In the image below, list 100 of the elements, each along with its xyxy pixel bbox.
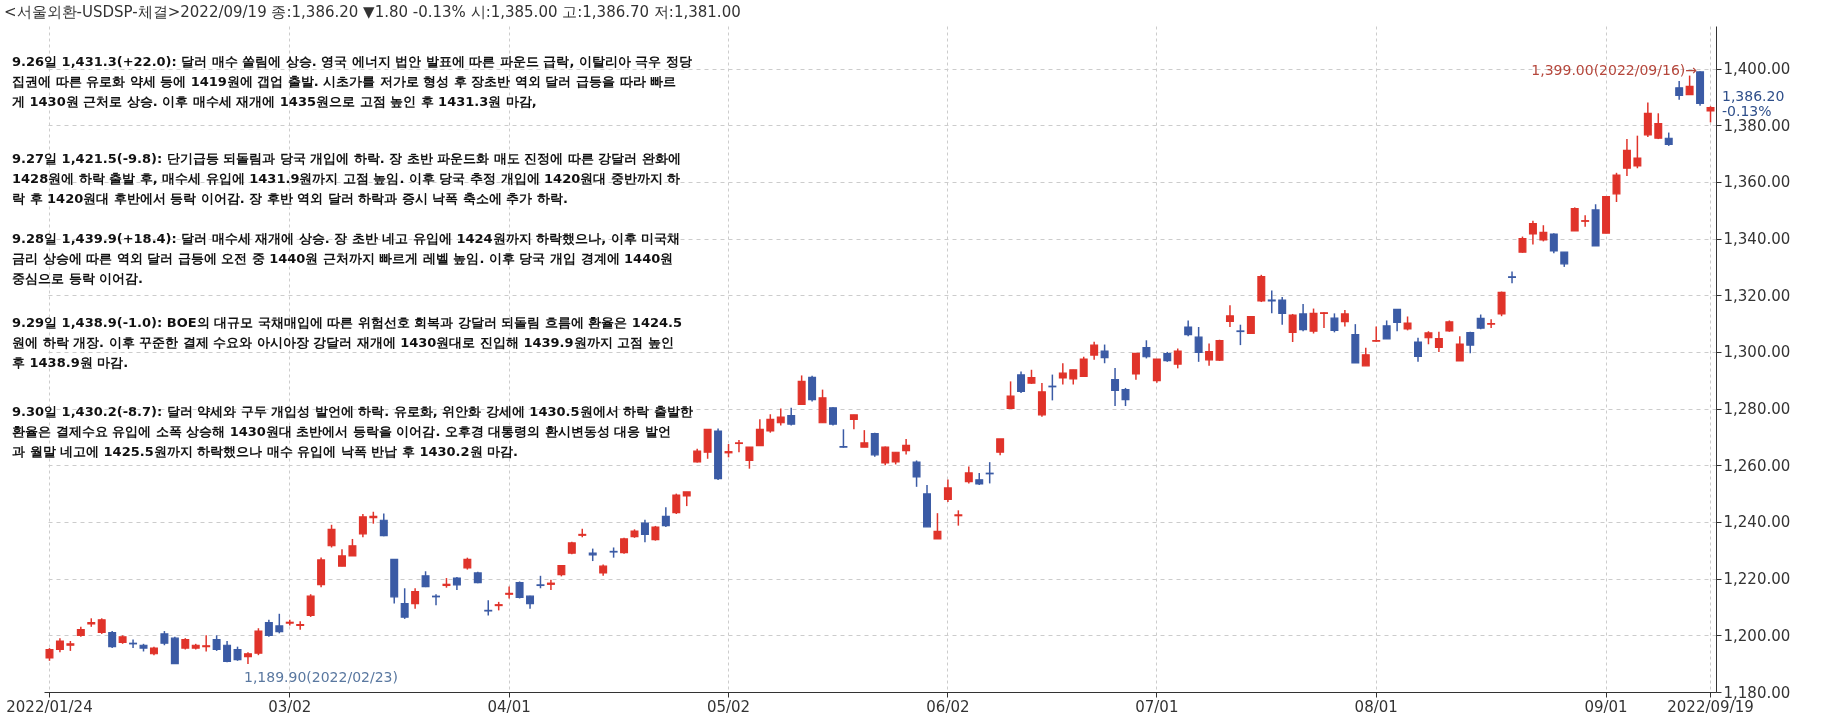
candlestick bbox=[1267, 289, 1276, 315]
candlestick bbox=[1121, 387, 1130, 407]
x-tick-label: 03/02 bbox=[268, 697, 312, 716]
candlestick bbox=[306, 593, 315, 618]
y-tick-label: 1,340.00 bbox=[1723, 230, 1791, 249]
candlestick bbox=[400, 587, 409, 620]
y-tick-label: 1,200.00 bbox=[1723, 626, 1791, 645]
candlestick bbox=[505, 585, 514, 600]
candlestick bbox=[1675, 80, 1684, 101]
annotation: 1,399.00(2022/09/16)→ bbox=[1531, 62, 1698, 78]
candlestick bbox=[828, 406, 837, 427]
candlestick bbox=[1382, 319, 1391, 340]
annotation: 9.29일 1,438.9(-1.0): BOE의 대규모 국채매입에 따른 위험선호 회복과 강달러 되돌림 흐름에 환율은 1424.5 원에 하락 개장. 이후 꾸준한 결제 수요와 아시아장 강달러 재개에 1430원대로 진입해 1439.9원까지 고점 높인 후 1438.9원 마감. bbox=[12, 315, 683, 370]
candlestick bbox=[1017, 370, 1026, 394]
candlestick bbox=[1278, 296, 1287, 326]
candlestick bbox=[1570, 206, 1579, 232]
candlestick bbox=[1173, 347, 1182, 370]
chart-title: <서울외환-USDSP-체결>2022/09/19 종:1,386.20 ▼1.80 -0.13% 시:1,385.00 고:1,386.70 저:1,381.00 bbox=[4, 3, 741, 21]
candlestick bbox=[1131, 352, 1140, 381]
candlestick bbox=[1487, 318, 1496, 329]
candlestick bbox=[1236, 323, 1245, 346]
candlestick bbox=[1142, 339, 1151, 360]
y-tick-label: 1,380.00 bbox=[1723, 116, 1791, 135]
candlestick bbox=[1581, 214, 1590, 228]
candlestick bbox=[1090, 340, 1099, 361]
candlestick bbox=[1508, 270, 1517, 285]
x-tick-label: 07/01 bbox=[1135, 697, 1179, 716]
candlestick bbox=[1330, 312, 1339, 334]
x-tick-label: 06/02 bbox=[926, 697, 970, 716]
candlestick bbox=[912, 459, 921, 488]
candlestick bbox=[1111, 367, 1120, 407]
candlestick bbox=[808, 374, 817, 403]
candlestick bbox=[1079, 355, 1088, 378]
candlestick bbox=[703, 428, 712, 460]
candlestick bbox=[1393, 308, 1402, 332]
candlestick bbox=[1434, 331, 1443, 353]
candlestick bbox=[275, 613, 284, 635]
candlestick bbox=[661, 506, 670, 528]
x-tick-label: 05/02 bbox=[706, 697, 751, 716]
y-tick-label: 1,320.00 bbox=[1723, 286, 1791, 305]
candlestick bbox=[1633, 134, 1642, 170]
annotation: 9.27일 1,421.5(-9.8): 단기급등 되돌림과 당국 개입에 하락. 장 초반 파운드화 매도 진정에 따른 강달러 완화에 1428원에 하락 출발 후, 매수세 유입에 1431.9원까지 고점 높임. 이후 당국 추정 개입에 1420원대 중반까지 하 락 후 1420원대 후반에서 등락 이어감. 장 후반 역외 달러 하락과 증시 낙폭 축소에 추가 하락. bbox=[12, 151, 681, 206]
candlestick bbox=[296, 620, 305, 631]
candlestick bbox=[327, 524, 336, 549]
candlestick bbox=[933, 512, 942, 540]
candlestick bbox=[1288, 313, 1297, 343]
x-tick-label: 08/01 bbox=[1354, 697, 1398, 716]
candlestick bbox=[1152, 358, 1161, 384]
x-tick-label: 04/01 bbox=[487, 697, 531, 716]
y-tick-label: 1,280.00 bbox=[1723, 400, 1791, 419]
candlestick bbox=[640, 518, 649, 544]
candlestick bbox=[358, 513, 367, 539]
candlestick bbox=[881, 445, 890, 467]
candlestick bbox=[1414, 336, 1422, 363]
candlestick bbox=[1299, 303, 1308, 332]
candlestick bbox=[797, 374, 806, 406]
candlestick bbox=[1006, 380, 1015, 410]
candlestick bbox=[1225, 304, 1234, 328]
candlestick bbox=[243, 651, 252, 665]
candlestick bbox=[1100, 343, 1109, 364]
candlestick bbox=[484, 599, 493, 617]
y-tick-label: 1,260.00 bbox=[1723, 456, 1791, 475]
candlestick bbox=[734, 439, 743, 453]
candlestick bbox=[1549, 232, 1558, 255]
y-tick-label: 1,220.00 bbox=[1723, 570, 1791, 589]
candlestick bbox=[745, 446, 754, 470]
candlestick bbox=[870, 431, 879, 458]
text: 1,386.20 -0.13% bbox=[1722, 88, 1785, 119]
x-tick-label: 2022/01/24 bbox=[6, 697, 93, 716]
y-tick-label: 1,360.00 bbox=[1723, 173, 1791, 192]
candlestick bbox=[1455, 335, 1464, 362]
candlestick bbox=[202, 634, 211, 653]
candlestick bbox=[1372, 325, 1381, 343]
candlestick bbox=[839, 428, 848, 449]
candlestick bbox=[1205, 342, 1214, 367]
annotation: 9.28일 1,439.9(+18.4): 달러 매수세 재개에 상승. 장 초반 네고 유입에 1424원까지 하락했으나, 이후 미국채 금리 상승에 따른 역외 달러 급등에 오전 중 1440원 근처까지 빠르게 레벨 높임. 이후 당국 개입 경계에 1440원 중심으로 등락 이어감. bbox=[12, 231, 681, 286]
annotation: 9.30일 1,430.2(-8.7): 달러 약세와 구두 개입성 발언에 하락. 유로화, 위안화 강세에 1430.5원에서 하락 출발한 환율은 결제수요 유입에 소폭 상승해 1430원대 초반에서 등락을 이어감. 오후경 대통령의 환시변동성 대응 발언 과 월말 네고에 1425.5원까지 하락했으나 매수 유입에 낙폭 반납 후 1430.2원 마감. bbox=[12, 404, 693, 459]
y-tick-label: 1,400.00 bbox=[1723, 60, 1791, 79]
candlestick bbox=[1497, 290, 1506, 317]
candlestick bbox=[546, 579, 555, 591]
annotation: 9.26일 1,431.3(+22.0): 달러 매수 쏠림에 상승. 영국 에너지 법안 발표에 따른 파운드 급락, 이탈리아 극우 정당 집권에 따른 유로화 약세 등에 1419원에 갭업 출발. 시초가를 저가로 형성 후 장초반 역외 달러 급등을 따라 빠르 게 1430원 근처로 상승. 이후 매수세 재개에 1435원으로 고점 높인 후 1431.3원 마감, bbox=[12, 54, 692, 109]
candlestick bbox=[1654, 112, 1663, 140]
y-tick-label: 1,300.00 bbox=[1723, 343, 1791, 362]
candlestick bbox=[1037, 382, 1046, 418]
candlestick bbox=[1319, 311, 1328, 329]
candlestick bbox=[1361, 346, 1370, 367]
candlestick bbox=[254, 627, 263, 656]
candlestick bbox=[1309, 307, 1318, 335]
candlestick bbox=[1528, 219, 1537, 246]
candlestick bbox=[1612, 172, 1621, 203]
candlestick bbox=[1194, 326, 1203, 363]
candlestick bbox=[766, 413, 775, 434]
candlestick bbox=[1058, 362, 1067, 386]
candlestick bbox=[411, 587, 420, 610]
annotation: 1,189.90(2022/02/23) bbox=[244, 669, 398, 685]
y-tick-label: 1,180.00 bbox=[1723, 683, 1791, 702]
candlestick bbox=[1622, 138, 1631, 177]
candlestick bbox=[943, 478, 952, 503]
candlestick bbox=[1643, 101, 1652, 138]
candlestick bbox=[755, 418, 764, 447]
